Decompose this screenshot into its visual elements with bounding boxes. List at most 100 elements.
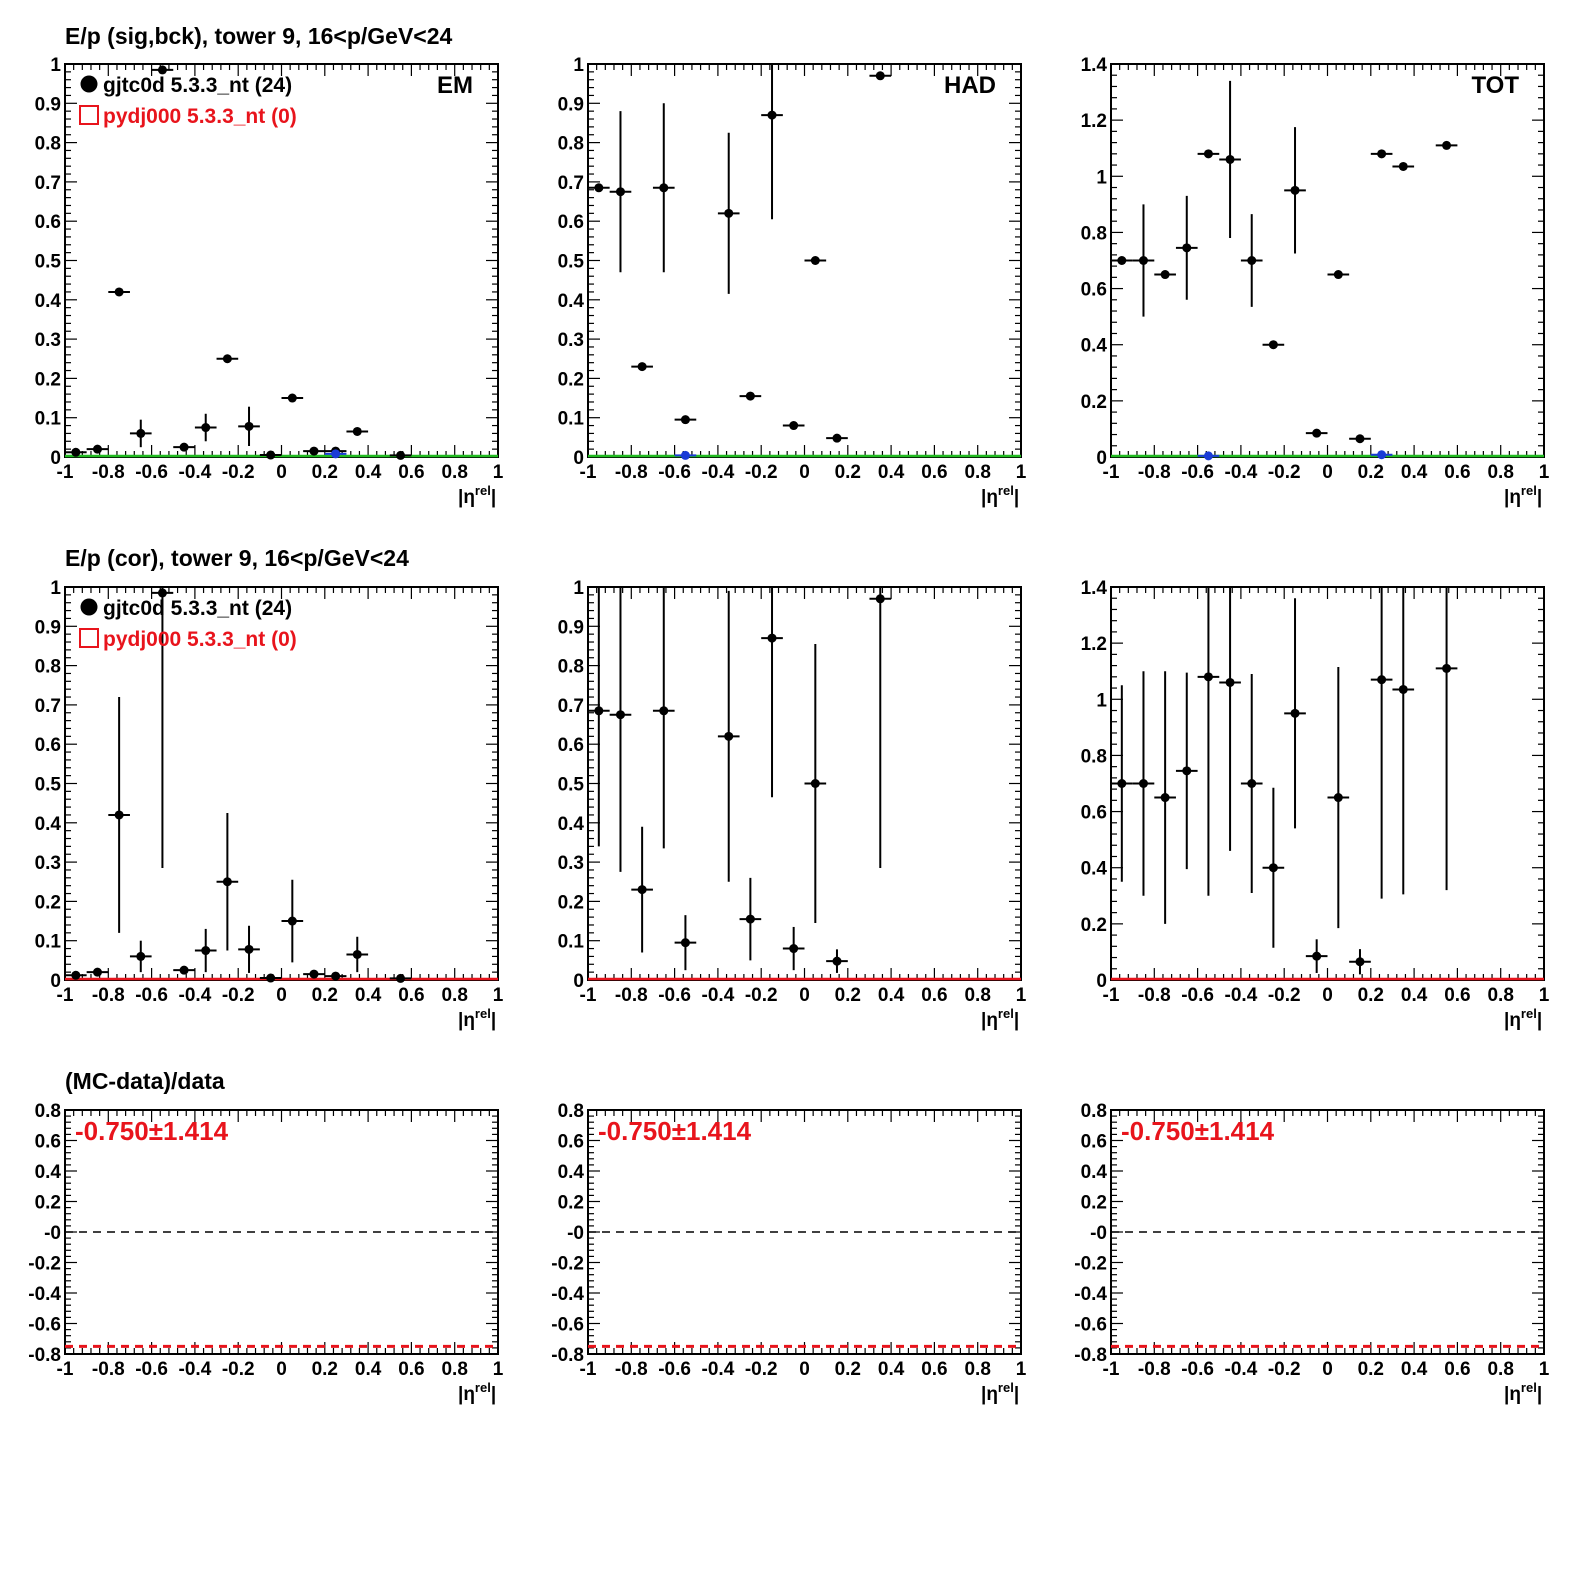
data-point	[724, 731, 734, 741]
y-tick-label: -0	[1090, 1223, 1107, 1244]
x-tick-label: -1	[580, 985, 597, 1006]
legend-label-data: gjtc0d 5.3.3_nt (24)	[103, 74, 292, 97]
y-tick-label: 1.2	[1081, 111, 1107, 132]
data-point	[615, 710, 625, 720]
y-tick-label: 0.2	[1081, 392, 1107, 413]
data-point	[71, 447, 81, 457]
data-point	[1398, 684, 1408, 694]
x-tick-label: 0.4	[878, 1359, 905, 1380]
y-tick-label: 0.9	[35, 94, 61, 115]
y-tick-label: 0.2	[558, 369, 584, 390]
y-tick-label: 0.4	[1081, 336, 1108, 357]
data-point	[266, 450, 276, 460]
x-tick-label: 0.2	[312, 985, 338, 1006]
data-point	[136, 428, 146, 438]
data-point	[789, 421, 799, 431]
x-axis-title: |ηrel|	[1504, 483, 1542, 508]
data-point	[201, 946, 211, 956]
y-tick-label: -0.4	[1074, 1284, 1107, 1305]
data-point	[157, 65, 167, 75]
x-tick-label: -1	[580, 1359, 597, 1380]
data-point	[1290, 185, 1300, 195]
data-point	[1160, 793, 1170, 803]
data-point	[1203, 672, 1213, 682]
x-tick-label: 0.8	[964, 462, 990, 483]
x-tick-label: -1	[1103, 985, 1120, 1006]
data-point	[745, 914, 755, 924]
legend-marker-data	[80, 598, 98, 616]
y-tick-label: 0.1	[35, 409, 62, 430]
panel-label: HAD	[944, 72, 996, 99]
data-point	[287, 916, 297, 926]
x-tick-label: -0.6	[135, 1359, 168, 1380]
data-point	[222, 354, 232, 364]
x-tick-label: 0.4	[878, 985, 905, 1006]
x-tick-label: 0.8	[964, 1359, 990, 1380]
data-point	[789, 944, 799, 954]
data-point	[222, 877, 232, 887]
y-tick-label: 0.1	[558, 409, 585, 430]
x-tick-label: -0.4	[702, 462, 735, 483]
x-tick-label: -0.8	[615, 985, 648, 1006]
data-point	[1247, 779, 1257, 788]
data-point	[1117, 256, 1127, 265]
y-tick-label: -0.6	[1074, 1315, 1107, 1336]
y-tick-label: 0.7	[558, 173, 584, 194]
x-tick-label: 0.2	[835, 462, 861, 483]
y-tick-label: 1	[50, 55, 61, 76]
data-point	[1160, 270, 1170, 280]
x-tick-label: 0.6	[398, 985, 424, 1006]
x-tick-label: 1	[1016, 985, 1027, 1006]
data-point	[1182, 766, 1192, 776]
data-point	[680, 938, 690, 948]
data-point	[179, 965, 189, 975]
data-point	[1398, 161, 1408, 171]
y-tick-label: 0.8	[558, 1101, 584, 1122]
data-point	[1247, 256, 1257, 265]
x-tick-label: -1	[57, 985, 74, 1006]
y-tick-label: 0.3	[35, 853, 61, 874]
x-tick-label: -0.8	[92, 462, 125, 483]
y-tick-label: 1	[573, 55, 584, 76]
x-tick-label: 0.2	[1358, 985, 1384, 1006]
data-point	[92, 967, 102, 977]
data-point	[594, 183, 604, 193]
y-tick-label: 0.2	[1081, 915, 1107, 936]
data-point	[810, 779, 820, 788]
data-point	[396, 450, 406, 460]
x-tick-label: -0.4	[1225, 462, 1258, 483]
legend-marker-mc	[79, 628, 99, 648]
y-tick-label: 0.3	[35, 330, 61, 351]
y-tick-label: 0.8	[1081, 746, 1107, 767]
y-tick-label: 0.1	[558, 932, 585, 953]
x-tick-label: -0.6	[1181, 462, 1214, 483]
data-point	[1312, 951, 1322, 961]
ratio-value-text: -0.750±1.414	[598, 1116, 752, 1146]
y-tick-label: 0.2	[558, 892, 584, 913]
x-tick-label: -0.8	[1138, 462, 1171, 483]
x-tick-label: 0.6	[398, 462, 424, 483]
ratio-value-text: -0.750±1.414	[75, 1116, 229, 1146]
data-point	[1138, 779, 1148, 788]
x-tick-label: 1	[1539, 985, 1550, 1006]
data-point	[1117, 779, 1127, 788]
x-tick-label: 0	[276, 985, 287, 1006]
data-point	[1182, 243, 1192, 253]
x-axis-title: |ηrel|	[458, 483, 496, 508]
data-point	[767, 633, 777, 643]
data-point	[659, 706, 669, 716]
x-tick-label: 0	[799, 1359, 810, 1380]
x-tick-label: -0.2	[222, 985, 255, 1006]
y-tick-label: 0.8	[1081, 223, 1107, 244]
panel-2-1: -1 -0.8 -0.6 -0.4 -0.2 0 0.2 0.4 0.6 0.8 1|ηrel|-0…	[551, 1101, 1026, 1405]
y-tick-label: 1.4	[1081, 55, 1108, 76]
x-axis-title: |ηrel|	[1504, 1380, 1542, 1405]
data-point	[114, 810, 124, 820]
data-point	[71, 970, 81, 980]
data-point	[680, 450, 690, 460]
panels-group: -1 -0.8 -0.6 -0.4 -0.2 0 0.2 0.4 0.6 0.8 1 |ηrel| 0 0…	[28, 55, 1549, 1405]
y-tick-label: 0.2	[35, 1193, 61, 1214]
panel-1-2: -1 -0.8 -0.6 -0.4 -0.2 0 0.2 0.4 0.6 0.8 1|ηrel|00…	[1081, 578, 1550, 1031]
data-point	[309, 446, 319, 456]
data-point	[1333, 793, 1343, 803]
